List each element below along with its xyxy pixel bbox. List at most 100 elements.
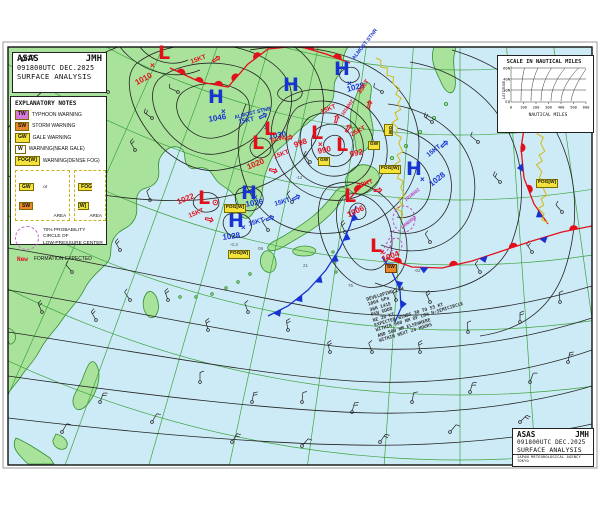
- low-center-letter: L: [370, 235, 383, 257]
- chart-title-box: ASAS JMH 091800UTC DEC.2025 SURFACE ANAL…: [12, 52, 107, 93]
- station-value: 21: [303, 263, 309, 268]
- legend-item-label: WARNING(NEAR GALE): [28, 146, 85, 153]
- new-label: New: [17, 255, 28, 263]
- product-code: ASAS: [517, 430, 536, 439]
- agency-code: JMH: [575, 430, 589, 439]
- station-value: -02: [414, 268, 421, 273]
- station-value: 75: [348, 283, 354, 288]
- probability-circles: [381, 205, 416, 255]
- center-mark-icon: ×: [253, 193, 258, 202]
- center-mark-icon: ×: [221, 107, 226, 116]
- agency-full-name: JAPAN METEOROLOGICAL AGENCY TOKYO: [513, 454, 593, 463]
- high-center-letter: H: [283, 74, 299, 96]
- scale-title: SCALE IN NAUTICAL MILES: [507, 59, 582, 65]
- map-frame: [7, 46, 593, 466]
- low-center-letter: L: [198, 187, 211, 209]
- low-center-letter: L: [252, 132, 265, 154]
- fog-area-box: FOG [W] AREA: [74, 169, 106, 221]
- chart-datetime: 091800UTC DEC.2025: [517, 439, 586, 446]
- legend-item-label: STORM WARNING: [32, 123, 76, 130]
- scale-box: SCALE IN NAUTICAL MILES LATITUDE 60N 40N…: [497, 55, 594, 133]
- chart-type: SURFACE ANALYSIS: [517, 446, 582, 454]
- high-center-letter: H: [334, 58, 350, 80]
- scale-xtick: 400: [558, 105, 566, 110]
- center-mark-icon: ×: [264, 123, 269, 132]
- legend-area-boxes: GW or SW AREA FOG [W] AREA: [11, 167, 106, 223]
- legend-item-label: TYPHOON WARNING: [31, 111, 82, 118]
- legend-item-warning: W WARNING(NEAR GALE): [11, 144, 106, 156]
- center-dot-icon: ⊙: [212, 198, 219, 207]
- product-code: ASAS: [17, 54, 39, 64]
- center-mark-icon: ×: [420, 175, 425, 184]
- station-value: 09: [258, 246, 264, 251]
- gw-badge: GW: [19, 182, 34, 191]
- storm-warning-badge: SW: [385, 264, 397, 273]
- fog-warning-badge: FOG[W]: [224, 204, 247, 213]
- or-label: or: [43, 183, 48, 189]
- legend-item-label: GALE WARNING: [32, 134, 72, 141]
- gw-badge: GW: [15, 133, 30, 143]
- scale-diagram: SCALE IN NAUTICAL MILES LATITUDE 60N 40N…: [501, 59, 591, 118]
- legend-title: EXPLANATORY NOTES: [15, 100, 77, 107]
- legend-item-label: WARNING(DENSE FOG): [42, 157, 100, 164]
- prob-text-line: 70% PROBABILITY: [43, 227, 86, 233]
- sw-badge: SW: [15, 121, 30, 131]
- station-value: -0.3: [230, 242, 238, 247]
- legend-new-formation: New FORMATION EXPECTED: [11, 252, 106, 263]
- w-badge: W: [15, 144, 26, 154]
- center-mark-icon: ×: [150, 61, 155, 70]
- high-center-letter: H: [228, 210, 244, 232]
- scale-xtick: 600: [583, 105, 591, 110]
- area-caption: AREA: [89, 212, 102, 218]
- low-center-letter: L: [264, 118, 277, 140]
- movement-arrow-icon: ⇨: [372, 184, 384, 197]
- fog-warning-badge: FOG[W]: [379, 165, 402, 174]
- station-value: -12: [296, 175, 303, 180]
- gale-storm-area-box: GW or SW AREA: [15, 169, 71, 221]
- gale-warning-badge: GW: [384, 124, 393, 137]
- scale-xtick: 0: [510, 105, 513, 110]
- chart-datetime: 091800UTC DEC.2025: [17, 64, 95, 72]
- low-center-letter: L: [344, 185, 357, 207]
- center-mark-icon: ×: [347, 79, 352, 88]
- tw-badge: TW: [15, 110, 29, 120]
- outer-frame: [2, 41, 598, 469]
- chart-type: SURFACE ANALYSIS: [17, 72, 92, 81]
- fog-badge: FOG[W]: [15, 156, 40, 166]
- fog-warning-badge: FOG[W]: [228, 250, 251, 259]
- legend-item-storm: SW STORM WARNING: [11, 121, 106, 133]
- scale-ytick: 60N: [503, 66, 511, 71]
- scale-ylabel: LATITUDE: [501, 80, 506, 99]
- prob-text-line: LOW-PRESSURE CENTER: [43, 240, 103, 246]
- scale-xtick: 100: [520, 105, 528, 110]
- scale-ytick: EQ: [505, 99, 510, 104]
- high-center-letter: H: [241, 182, 257, 204]
- scale-xtick: 300: [545, 105, 553, 110]
- explanatory-notes-box: EXPLANATORY NOTES TW TYPHOON WARNING SW …: [10, 96, 107, 263]
- scale-ytick: 20N: [503, 88, 511, 93]
- scale-xtick: 500: [570, 105, 578, 110]
- center-mark-icon: ×: [241, 223, 246, 232]
- legend-probability-circle: 70% PROBABILITY CIRCLE OF LOW-PRESSURE C…: [11, 223, 106, 252]
- movement-arrow-icon: ⇨: [363, 98, 377, 110]
- center-mark-icon: ×: [318, 140, 323, 149]
- sw-badge: SW: [19, 201, 34, 210]
- low-center-letter: L: [158, 42, 171, 64]
- high-center-letter: H: [208, 86, 224, 108]
- warning-area-boundary-layer: [375, 57, 549, 224]
- center-mark-icon: ×: [380, 248, 385, 257]
- high-center-letter: H: [406, 158, 422, 180]
- legend-item-fog: FOG[W] WARNING(DENSE FOG): [11, 155, 106, 167]
- chart-title-box-bottom: ASAS JMH 091800UTC DEC.2025 SURFACE ANAL…: [512, 428, 594, 467]
- gale-warning-badge: GW: [368, 141, 381, 150]
- fog-warning-badge: FOG[W]: [536, 179, 559, 188]
- low-center-letter: L: [336, 134, 349, 156]
- scale-ytick: 40N: [503, 77, 511, 82]
- gale-warning-badge: GW: [318, 157, 331, 166]
- agency-code: JMH: [85, 54, 102, 64]
- new-desc: FORMATION EXPECTED: [33, 256, 92, 262]
- area-caption: AREA: [53, 212, 67, 218]
- scale-xlabel: NAUTICAL MILES: [529, 112, 568, 118]
- prob-text-line: CIRCLE OF: [43, 234, 69, 240]
